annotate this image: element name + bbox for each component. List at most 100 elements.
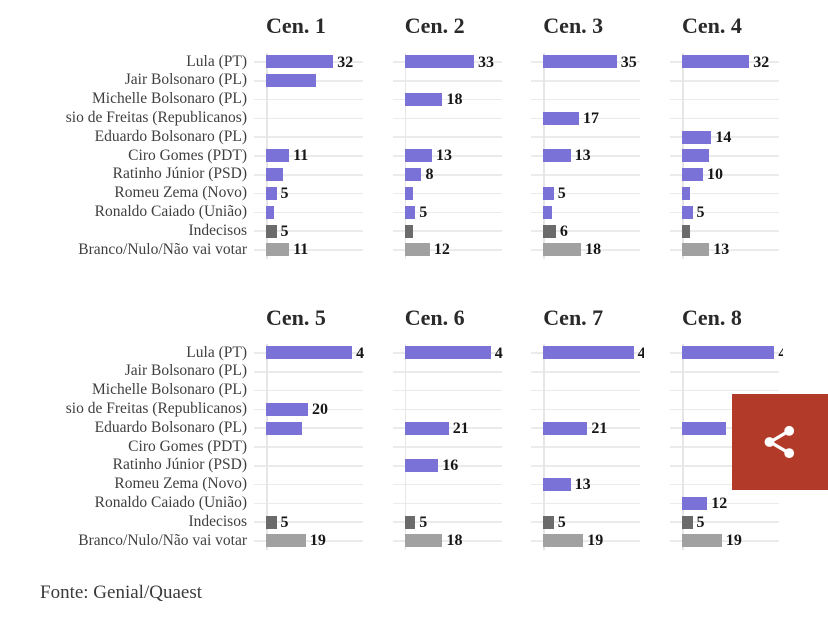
gridline: [670, 371, 779, 373]
gridline: [531, 371, 641, 373]
bar-value-label: 33: [477, 53, 494, 71]
bar-value-label: 4: [637, 344, 645, 362]
scenario-panel: 32 14 10 5 13: [670, 52, 783, 260]
bar: [404, 459, 439, 473]
bar: [266, 74, 317, 88]
bar: [266, 515, 277, 529]
bar: [543, 187, 554, 201]
gridline: [254, 174, 363, 176]
bar: [543, 515, 554, 529]
gridline: [531, 502, 641, 505]
gridline: [392, 483, 502, 486]
gridline: [392, 98, 502, 101]
bar-value-label: 4: [356, 344, 365, 362]
bar-value-label: 4: [494, 344, 503, 362]
gridline: [392, 80, 502, 82]
bar-value-label: 11: [293, 241, 309, 259]
bar: [266, 224, 277, 238]
gridline: [392, 502, 502, 505]
bar-value-label: 19: [587, 532, 604, 550]
gridline: [670, 521, 779, 523]
panel-title: Cen. 5: [266, 305, 326, 330]
gridline: [531, 483, 641, 486]
category-label: Branco/Nulo/Não vai votar: [78, 531, 247, 549]
gridline: [254, 465, 363, 467]
gridline: [254, 408, 363, 411]
share-alt-icon: [759, 421, 801, 463]
gridline: [670, 155, 779, 157]
bar: [404, 168, 422, 182]
gridline: [531, 249, 641, 251]
bar-value-label: 35: [620, 53, 637, 71]
gridline: [392, 117, 502, 120]
bar: [543, 55, 617, 69]
gridline: [670, 446, 779, 448]
category-label: Indecisos: [188, 512, 247, 530]
bar-value-label: 11: [293, 147, 309, 165]
gridline: [392, 192, 502, 195]
scenario-panel: 4 12 5 19: [670, 343, 783, 551]
bar: [543, 243, 582, 257]
bar: [543, 534, 584, 548]
bar-value-label: 20: [312, 400, 328, 418]
gridline: [254, 371, 363, 373]
bar: [404, 534, 443, 548]
bar: [682, 205, 693, 219]
bar: [404, 224, 414, 238]
bar-value-label: 12: [711, 494, 728, 512]
bar: [404, 55, 474, 69]
category-label: Michelle Bolsonaro (PL): [92, 90, 247, 108]
axis-line: [682, 343, 684, 551]
gridline: [670, 211, 779, 214]
gridline: [254, 521, 363, 523]
bar: [404, 421, 449, 435]
gridline: [254, 502, 363, 505]
bar-value-label: 5: [419, 513, 428, 531]
share-button[interactable]: [732, 394, 828, 490]
gridline: [254, 230, 363, 232]
bar: [682, 421, 727, 435]
panel-title: Cen. 7: [543, 305, 604, 330]
bar: [682, 496, 708, 510]
bar: [682, 515, 693, 529]
bar: [543, 111, 579, 125]
gridline: [531, 98, 641, 101]
scenario-panel: 32 11 5 5 11: [254, 52, 367, 260]
bar-value-label: 5: [280, 222, 289, 240]
bar-value-label: 17: [582, 109, 599, 127]
bar: [266, 346, 353, 360]
bar: [404, 346, 491, 360]
bar-value-label: 5: [557, 185, 566, 203]
gridline: [670, 540, 779, 542]
bar: [266, 149, 290, 163]
gridline: [531, 521, 641, 523]
gridline: [531, 192, 641, 195]
bar: [404, 205, 416, 219]
bar: [682, 149, 710, 163]
gridline: [531, 408, 641, 411]
gridline: [254, 211, 363, 214]
gridline: [670, 465, 779, 467]
gridline: [254, 483, 363, 486]
category-label: Ronaldo Caiado (União): [94, 494, 247, 511]
gridline: [392, 389, 502, 392]
gridline: [392, 446, 502, 448]
panel-title: Cen. 4: [682, 13, 742, 38]
gridline: [531, 136, 641, 138]
panel-title: Cen. 6: [404, 305, 465, 330]
bar-value-label: 5: [419, 203, 428, 221]
scenario-panel: 4 20 5 19: [254, 343, 367, 551]
category-label: sio de Freitas (Republicanos): [65, 400, 247, 417]
category-label: Romeu Zema (Novo): [114, 184, 247, 202]
category-label: Jair Bolsonaro (PL): [124, 71, 247, 89]
gridline: [254, 136, 363, 138]
gridline: [670, 408, 779, 411]
gridline: [392, 408, 502, 411]
panel-title: Cen. 3: [543, 13, 604, 38]
category-label: Ratinho Júnior (PSD): [112, 165, 247, 183]
scenario-panel: 35 17 13 5 6 18: [531, 52, 644, 260]
gridline: [531, 389, 641, 392]
bar: [266, 187, 277, 201]
gridline: [531, 465, 641, 467]
